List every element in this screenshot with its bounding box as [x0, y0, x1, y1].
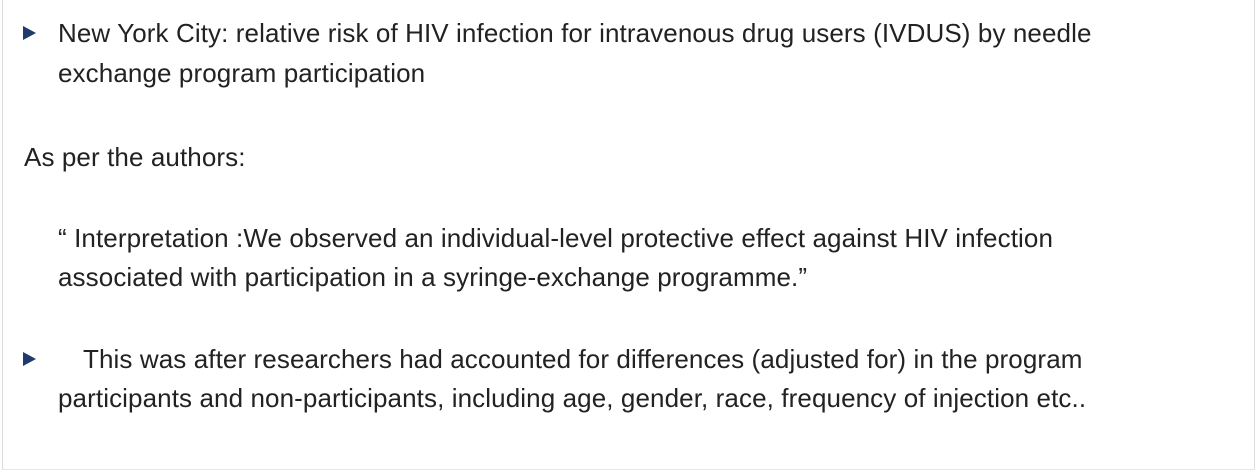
authors-intro: As per the authors:: [24, 142, 246, 172]
bullet1-line2: exchange program participation: [58, 58, 426, 88]
quote-line2: associated with participation in a syrin…: [58, 262, 808, 292]
bullet2-line1: This was after researchers had accounted…: [83, 344, 1083, 374]
triangle-bullet-icon: [23, 352, 36, 366]
bullet1-line1: New York City: relative risk of HIV infe…: [58, 18, 1092, 48]
bullet2-line2: participants and non-participants, inclu…: [58, 383, 1087, 413]
triangle-bullet-icon: [23, 26, 36, 40]
quote-line1: “ Interpretation :We observed an individ…: [58, 223, 1054, 253]
